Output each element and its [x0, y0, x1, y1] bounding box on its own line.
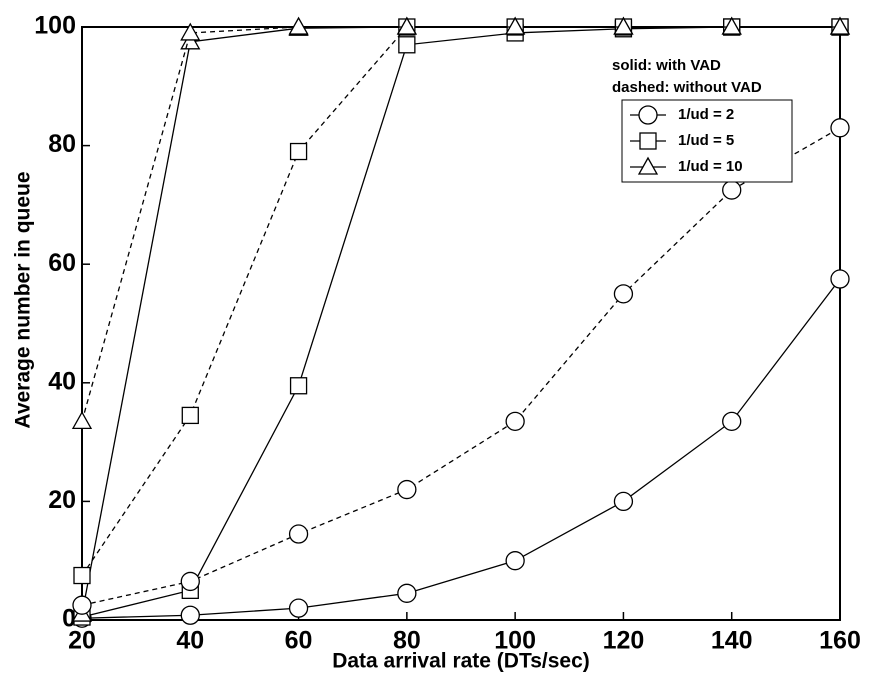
- marker: [180, 22, 201, 41]
- x-tick-label: 20: [68, 627, 96, 655]
- marker: [829, 16, 851, 35]
- y-tick-label: 0: [62, 605, 76, 633]
- marker: [73, 566, 91, 585]
- marker: [505, 16, 526, 35]
- marker: [830, 118, 850, 138]
- x-tick-label: 100: [494, 627, 536, 655]
- x-tick-label: 40: [176, 627, 204, 655]
- marker: [830, 269, 850, 289]
- x-tick-label: 160: [819, 627, 861, 655]
- marker: [639, 132, 657, 150]
- x-tick-label: 60: [285, 627, 313, 655]
- marker: [289, 377, 308, 395]
- marker: [613, 491, 634, 512]
- annotation: solid: with VAD: [612, 57, 721, 74]
- marker: [398, 36, 416, 54]
- marker: [722, 180, 742, 200]
- y-tick-label: 40: [48, 367, 76, 395]
- y-axis-label: Average number in queue: [12, 171, 35, 428]
- series-line: [81, 278, 841, 619]
- marker: [180, 571, 200, 592]
- x-axis-label: Data arrival rate (DTs/sec): [332, 650, 590, 673]
- marker: [180, 31, 201, 50]
- marker: [72, 595, 92, 615]
- marker: [505, 411, 525, 431]
- y-tick-label: 60: [48, 249, 76, 277]
- marker: [638, 105, 658, 125]
- marker: [721, 16, 742, 35]
- legend: 1/ud = 2 1/ud = 5 1/ud = 10: [621, 99, 793, 183]
- x-tick-label: 80: [393, 627, 421, 655]
- marker: [71, 411, 93, 429]
- marker: [396, 16, 417, 35]
- marker: [288, 598, 309, 618]
- x-tick-label: 140: [711, 627, 753, 655]
- marker: [613, 284, 634, 304]
- y-tick-label: 80: [48, 130, 76, 158]
- y-tick-label: 20: [48, 486, 76, 514]
- marker: [180, 605, 200, 625]
- marker: [288, 524, 309, 544]
- marker: [397, 583, 417, 603]
- legend-label: 1/ud = 5: [678, 132, 734, 149]
- marker: [181, 406, 199, 425]
- marker: [397, 479, 417, 500]
- marker: [288, 16, 309, 35]
- series-line: [81, 26, 840, 576]
- y-tick-label: 100: [34, 12, 76, 40]
- marker: [613, 16, 634, 35]
- marker: [505, 551, 525, 571]
- series-line: [81, 127, 841, 606]
- marker: [637, 156, 659, 175]
- x-tick-label: 120: [603, 627, 645, 655]
- legend-label: 1/ud = 2: [678, 106, 734, 123]
- marker: [722, 411, 742, 431]
- marker: [289, 142, 308, 161]
- legend-label: 1/ud = 10: [678, 158, 743, 175]
- annotation: dashed: without VAD: [612, 79, 762, 96]
